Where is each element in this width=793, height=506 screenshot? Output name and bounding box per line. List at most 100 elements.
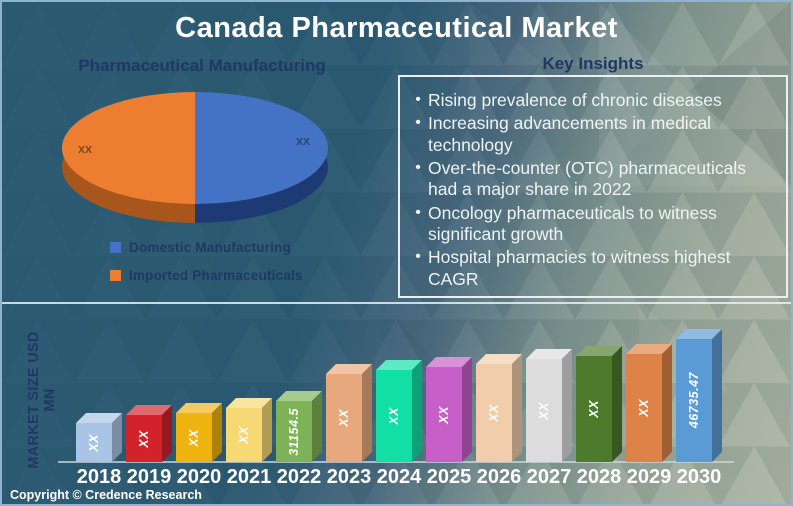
key-insights-title: Key Insights xyxy=(542,54,644,73)
legend-item-imported: Imported Pharmaceuticals xyxy=(110,268,303,283)
year-label-2024: 2024 xyxy=(376,466,422,488)
bar-front-face: XX xyxy=(76,423,112,462)
bar-front-face: 31154.5 xyxy=(276,401,312,462)
insight-text: Oncology pharmaceuticals to witness sign… xyxy=(428,202,717,245)
pie-legend: Domestic Manufacturing Imported Pharmace… xyxy=(110,240,303,296)
bar-2018: XX xyxy=(76,413,122,462)
bar-value-label: XX xyxy=(437,405,451,424)
insight-text: Hospital pharmacies to witness highest C… xyxy=(428,247,731,289)
y-axis-label: MARKET SIZE USD MN xyxy=(26,331,58,469)
bar-front-face: XX xyxy=(226,408,262,462)
pie-chart: XX XX xyxy=(62,92,328,224)
bar-front-face: XX xyxy=(126,415,162,462)
year-label-2025: 2025 xyxy=(426,466,472,488)
bar-side-face xyxy=(612,346,622,462)
bullet-icon: • xyxy=(415,91,421,108)
bar-side-face xyxy=(462,357,472,462)
bar-side-face xyxy=(412,360,422,462)
year-label-2027: 2027 xyxy=(526,466,572,488)
bar-front-face: XX xyxy=(626,354,662,462)
insight-text: Over-the-counter (OTC) pharmaceuticals h… xyxy=(428,158,747,200)
year-label-2026: 2026 xyxy=(476,466,522,488)
bar-top-face xyxy=(576,346,622,356)
year-label-2028: 2028 xyxy=(576,466,622,488)
bar-top-face xyxy=(176,403,222,413)
bar-2025: XX xyxy=(426,357,472,462)
year-label-2021: 2021 xyxy=(226,466,272,488)
bullet-icon: • xyxy=(415,159,421,177)
bar-top-face xyxy=(226,398,272,408)
legend-item-domestic: Domestic Manufacturing xyxy=(110,240,303,255)
insight-text: Rising prevalence of chronic diseases xyxy=(428,90,722,110)
bar-2030: 46735.47 xyxy=(676,329,722,462)
copyright-text: Copyright © Credence Research xyxy=(10,488,202,502)
bar-2027: XX xyxy=(526,349,572,462)
year-label-2030: 2030 xyxy=(676,466,722,488)
bar-2020: XX xyxy=(176,403,222,462)
bar-value-label: 31154.5 xyxy=(287,407,301,456)
year-label-2029: 2029 xyxy=(626,466,672,488)
bar-top-face xyxy=(376,360,422,370)
bar-value-label: XX xyxy=(237,426,251,444)
bar-front-face: XX xyxy=(526,359,562,462)
bar-side-face xyxy=(712,329,722,462)
legend-swatch-orange xyxy=(110,270,121,281)
x-axis-line xyxy=(58,461,734,463)
bar-value-label: 46735.47 xyxy=(687,372,701,429)
year-label-2022: 2022 xyxy=(276,466,322,488)
bar-top-face xyxy=(476,354,522,364)
bar-top-face xyxy=(626,344,672,354)
insight-item: • Rising prevalence of chronic diseases xyxy=(408,90,778,111)
pie-value-label-imported: XX xyxy=(78,144,93,156)
bar-front-face: XX xyxy=(576,356,612,462)
bar-top-face xyxy=(326,364,372,374)
bar-side-face xyxy=(212,403,222,462)
bar-side-face xyxy=(312,391,322,462)
bar-2021: XX xyxy=(226,398,272,462)
section-divider xyxy=(2,302,791,304)
insight-item: • Hospital pharmacies to witness highest… xyxy=(408,247,778,290)
bar-2023: XX xyxy=(326,364,372,462)
bar-top-face xyxy=(76,413,122,423)
bar-value-label: XX xyxy=(537,401,551,420)
page-title: Canada Pharmaceutical Market xyxy=(175,12,618,44)
year-label-2020: 2020 xyxy=(176,466,222,488)
pie-chart-panel: Pharmaceutical Manufacturing XX XX Domes… xyxy=(10,52,394,300)
insight-item: • Oncology pharmaceuticals to witness si… xyxy=(408,203,778,246)
bar-top-face xyxy=(526,349,572,359)
bar-side-face xyxy=(562,349,572,462)
insight-text: Increasing advancements in medical techn… xyxy=(428,113,712,155)
bar-value-label: XX xyxy=(337,409,351,427)
bar-front-face: XX xyxy=(326,374,362,462)
bar-front-face: XX xyxy=(426,367,462,462)
year-label-2018: 2018 xyxy=(76,466,122,488)
bar-front-face: 46735.47 xyxy=(676,339,712,462)
bar-side-face xyxy=(112,413,122,462)
bar-side-face xyxy=(362,364,372,462)
pie-value-label-domestic: XX xyxy=(296,136,311,148)
bar-side-face xyxy=(262,398,272,462)
bar-top-face xyxy=(126,405,172,415)
legend-swatch-blue xyxy=(110,242,121,253)
bar-2024: XX xyxy=(376,360,422,462)
bar-2029: XX xyxy=(626,344,672,462)
insight-item: • Increasing advancements in medical tec… xyxy=(408,113,778,156)
bullet-icon: • xyxy=(415,203,421,221)
pie-chart-title: Pharmaceutical Manufacturing xyxy=(78,56,326,75)
bar-2022: 31154.5 xyxy=(276,391,322,462)
bar-value-label: XX xyxy=(587,400,601,418)
legend-label: Domestic Manufacturing xyxy=(129,240,291,255)
bullet-icon: • xyxy=(415,248,421,266)
bar-value-label: XX xyxy=(137,429,151,448)
year-label-2023: 2023 xyxy=(326,466,372,488)
bar-2026: XX xyxy=(476,354,522,462)
legend-label: Imported Pharmaceuticals xyxy=(129,268,303,283)
year-label-2019: 2019 xyxy=(126,466,172,488)
bar-value-label: XX xyxy=(487,404,501,422)
bar-chart: MARKET SIZE USD MN XX 2018 XX 2019 XX 2020 XX 2… xyxy=(2,304,791,504)
bar-side-face xyxy=(662,344,672,462)
bar-side-face xyxy=(162,405,172,462)
bar-side-face xyxy=(512,354,522,462)
key-insights-box: • Rising prevalence of chronic diseases … xyxy=(398,75,788,298)
